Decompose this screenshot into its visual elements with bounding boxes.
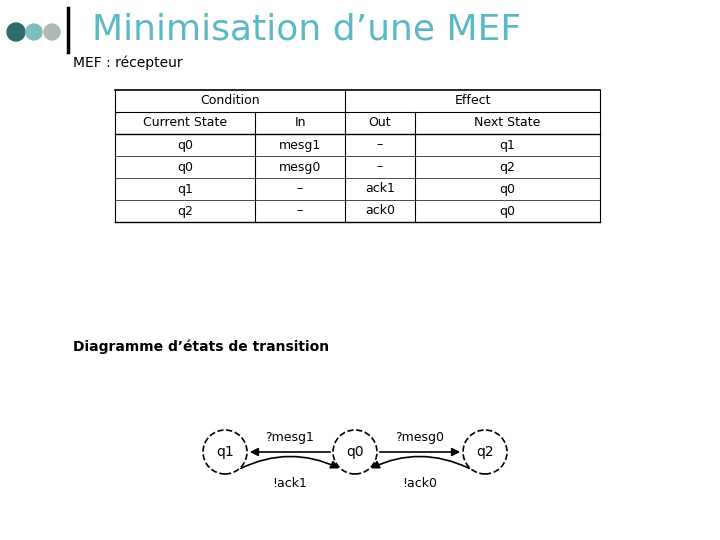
Text: In: In (294, 117, 306, 130)
Text: MEF : récepteur: MEF : récepteur (73, 56, 183, 70)
Text: !ack0: !ack0 (402, 477, 438, 490)
Text: q0: q0 (500, 183, 516, 195)
Circle shape (7, 23, 25, 41)
Text: ?mesg0: ?mesg0 (395, 431, 444, 444)
Text: Current State: Current State (143, 117, 227, 130)
Text: –: – (297, 205, 303, 218)
FancyArrowPatch shape (240, 456, 338, 468)
Text: mesg0: mesg0 (279, 160, 321, 173)
FancyArrowPatch shape (251, 449, 330, 455)
Text: q1: q1 (500, 138, 516, 152)
FancyArrowPatch shape (372, 456, 469, 468)
Text: mesg1: mesg1 (279, 138, 321, 152)
Circle shape (203, 430, 247, 474)
Text: –: – (377, 138, 383, 152)
Text: ?mesg1: ?mesg1 (266, 431, 315, 444)
Text: q0: q0 (177, 138, 193, 152)
Text: q0: q0 (346, 445, 364, 459)
Circle shape (44, 24, 60, 40)
Text: q0: q0 (177, 160, 193, 173)
Text: q2: q2 (500, 160, 516, 173)
Text: Condition: Condition (200, 94, 260, 107)
Text: ack1: ack1 (365, 183, 395, 195)
Text: Diagramme d’états de transition: Diagramme d’états de transition (73, 340, 329, 354)
Circle shape (333, 430, 377, 474)
Circle shape (26, 24, 42, 40)
Circle shape (463, 430, 507, 474)
Text: !ack1: !ack1 (273, 477, 307, 490)
Text: –: – (297, 183, 303, 195)
Text: q2: q2 (476, 445, 494, 459)
Text: Effect: Effect (454, 94, 491, 107)
Text: q0: q0 (500, 205, 516, 218)
Text: q2: q2 (177, 205, 193, 218)
Text: Out: Out (369, 117, 391, 130)
Text: Next State: Next State (474, 117, 541, 130)
Text: q1: q1 (216, 445, 234, 459)
Text: Minimisation d’une MEF: Minimisation d’une MEF (92, 13, 521, 47)
FancyArrowPatch shape (379, 449, 459, 455)
Text: q1: q1 (177, 183, 193, 195)
Text: –: – (377, 160, 383, 173)
Text: ack0: ack0 (365, 205, 395, 218)
